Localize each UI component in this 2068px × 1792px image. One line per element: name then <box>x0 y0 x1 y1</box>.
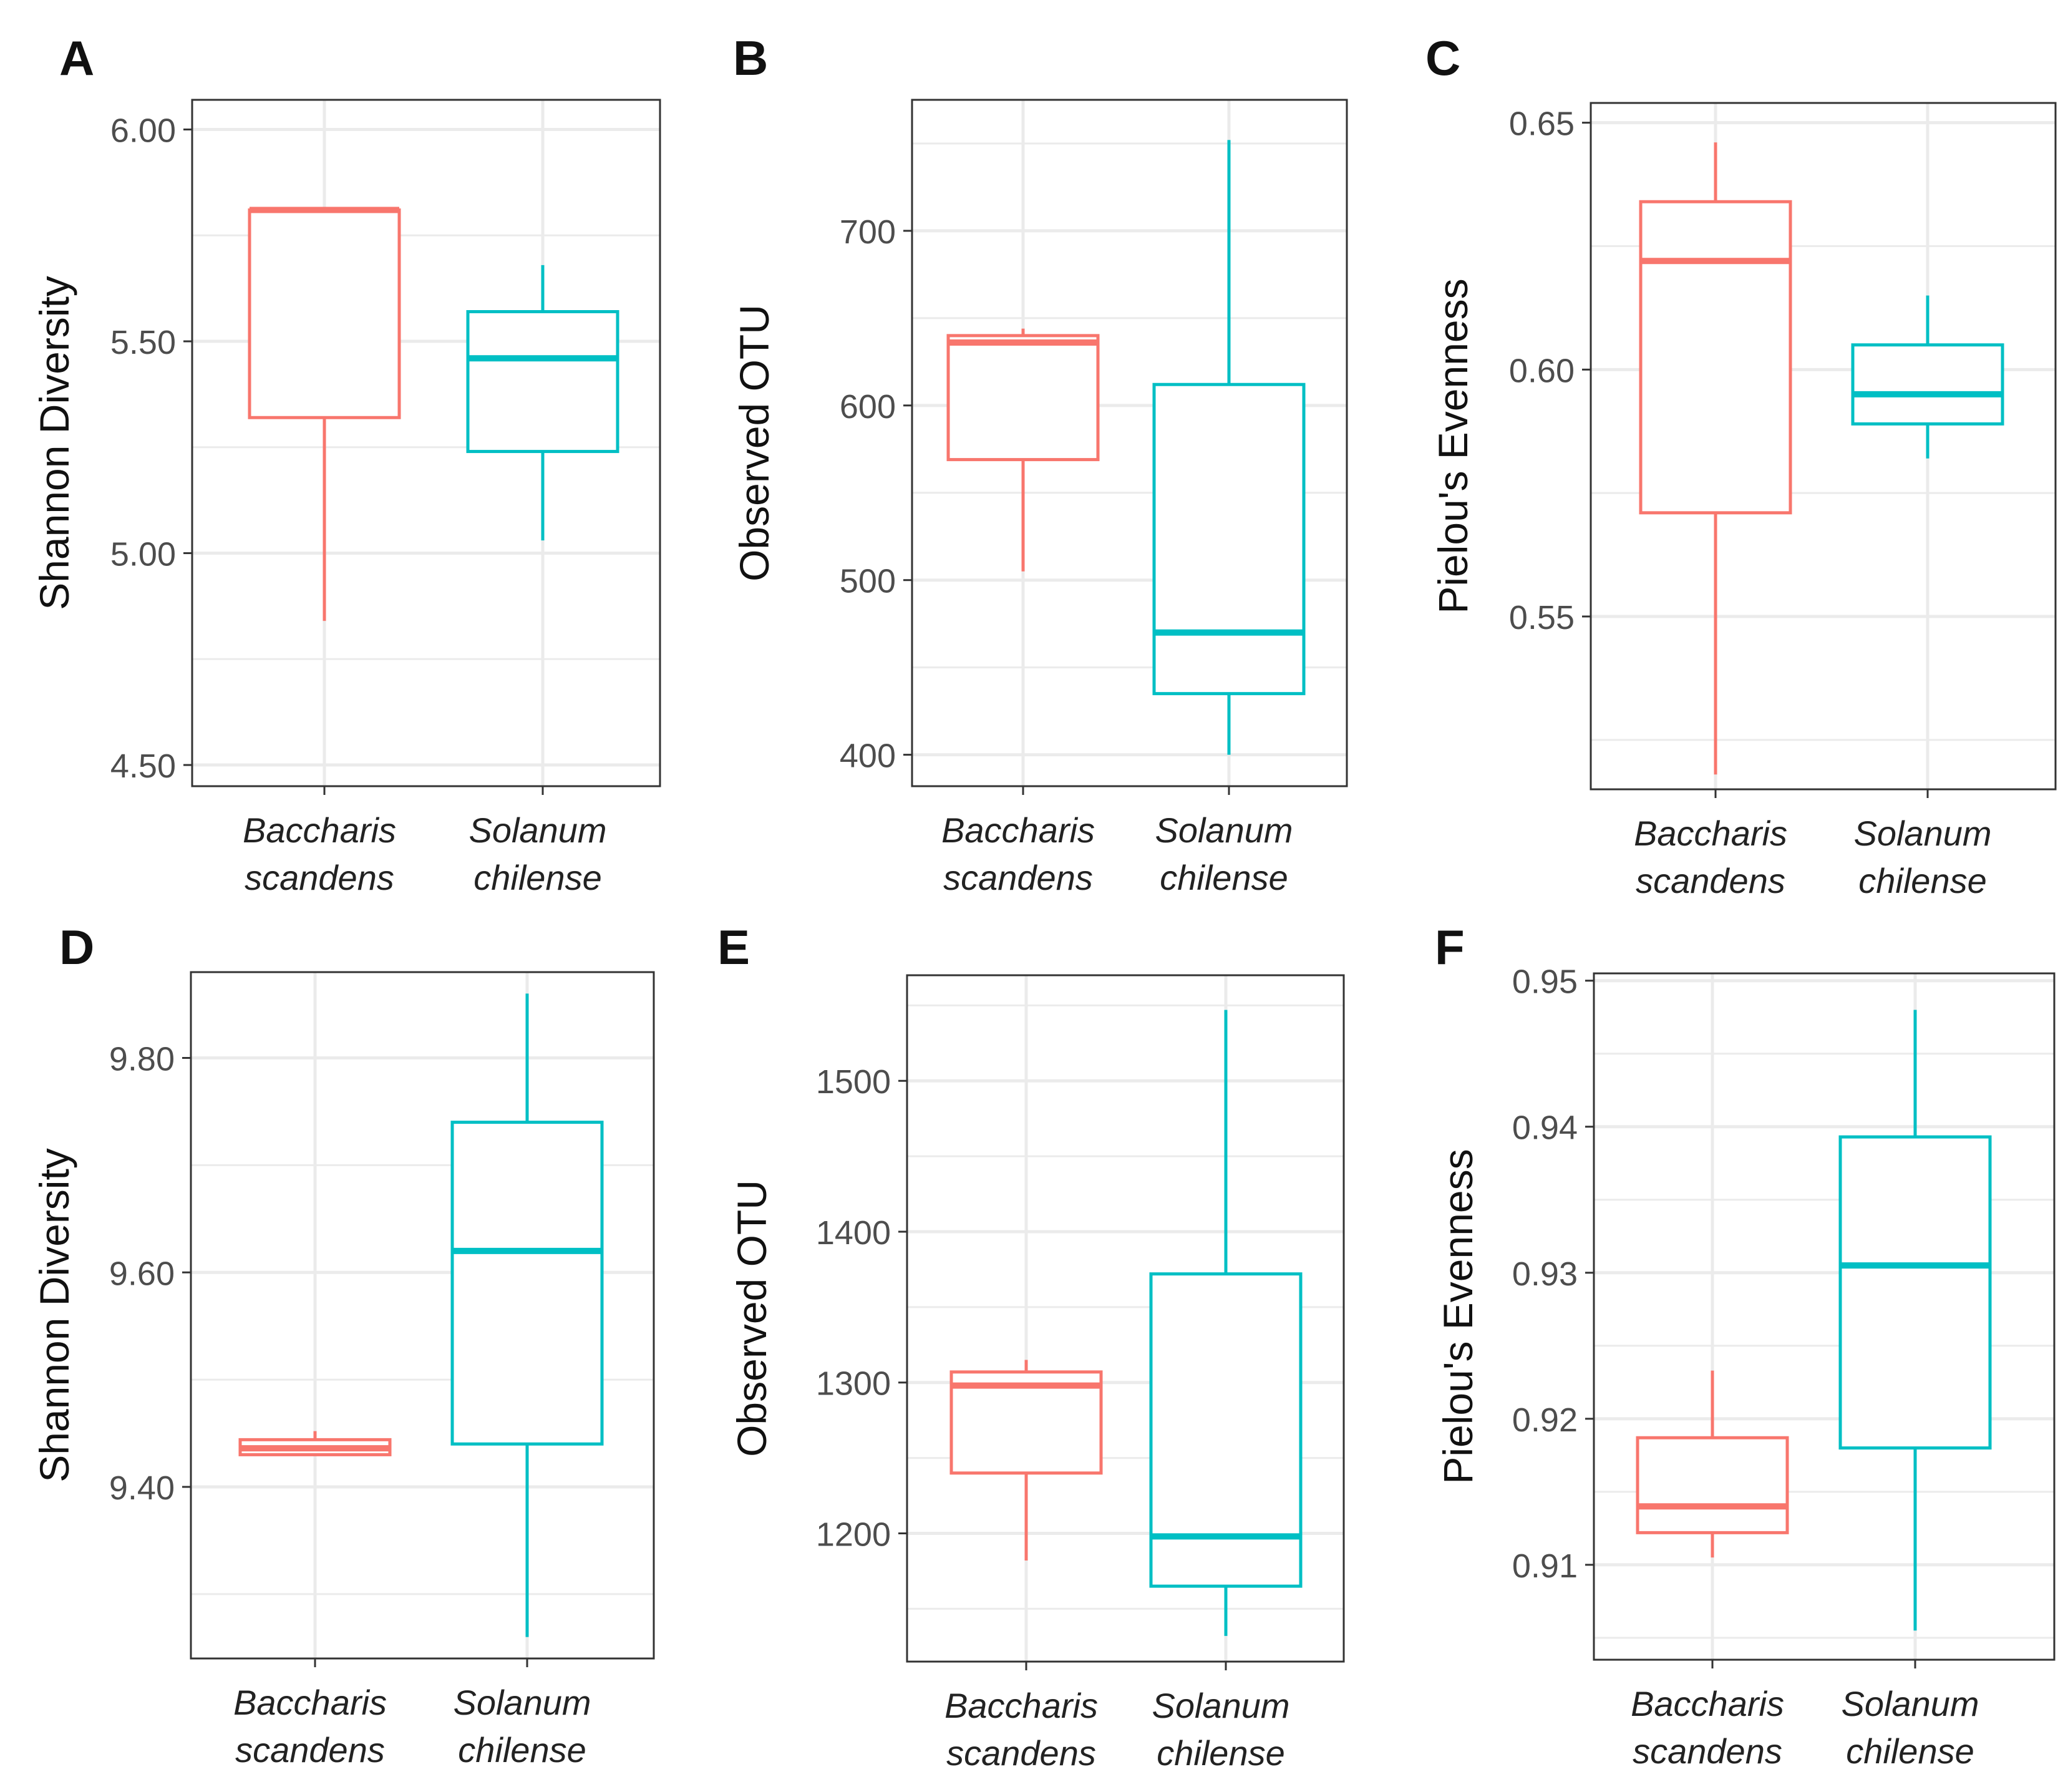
x-tick-label-line1: Solanum <box>1155 811 1293 850</box>
x-tick-label-line1: Baccharis <box>941 811 1095 850</box>
x-tick-label-line1: Solanum <box>1152 1686 1289 1725</box>
y-tick-label: 9.40 <box>109 1469 175 1507</box>
boxplot-solanum <box>1149 1010 1303 1636</box>
x-tick-label-line1: Baccharis <box>1634 814 1787 853</box>
y-tick-label: 1400 <box>816 1214 891 1252</box>
panel-border <box>191 99 661 787</box>
x-tick-label-line2: scandens <box>235 1730 385 1770</box>
x-tick-label-line2: chilense <box>1858 861 1986 900</box>
iqr-box <box>1851 343 2004 426</box>
panel-border <box>190 971 655 1660</box>
iqr-box <box>1838 1135 1992 1450</box>
iqr-box <box>1152 382 1306 696</box>
y-axis-title: Observed OTU <box>729 1180 775 1457</box>
boxplot-solanum <box>1851 295 2004 459</box>
y-tick-label: 0.92 <box>1512 1401 1578 1439</box>
x-tick-label-line2: scandens <box>1633 1731 1782 1771</box>
panel-e: E 1200 1300 1400 1500 Baccharis scandens Solanu… <box>717 920 1345 1773</box>
y-tick-label: 500 <box>840 563 896 600</box>
y-axis-title: Shannon Diversity <box>31 276 77 610</box>
iqr-box <box>248 208 401 419</box>
x-tick-label-line1: Solanum <box>1841 1684 1979 1723</box>
y-tick-label: 9.80 <box>109 1041 175 1078</box>
x-tick-label-line2: scandens <box>1636 861 1785 900</box>
y-tick-label: 5.50 <box>110 324 176 361</box>
y-tick-label: 0.65 <box>1509 105 1575 143</box>
boxplot-solanum <box>1152 140 1306 755</box>
x-tick-label-line1: Solanum <box>1853 814 1991 853</box>
panel-border <box>911 99 1348 787</box>
boxplot-solanum <box>466 265 619 541</box>
y-tick-label: 700 <box>840 213 896 251</box>
x-tick-label-line2: scandens <box>943 858 1093 897</box>
boxplot-baccharis <box>1636 1370 1789 1558</box>
x-tick-label-line1: Solanum <box>453 1683 591 1722</box>
panel-f: F 0.91 0.92 0.93 0.94 0.95 Baccharis scandens So… <box>1435 920 2056 1771</box>
boxplot-baccharis <box>949 1360 1103 1561</box>
y-tick-label: 6.00 <box>110 112 176 150</box>
boxplot-baccharis <box>1639 142 1792 775</box>
x-tick-label-line2: chilense <box>458 1730 586 1770</box>
iqr-box <box>1639 200 1792 515</box>
y-tick-label: 1300 <box>816 1365 891 1403</box>
x-tick-label-line2: scandens <box>946 1733 1096 1773</box>
y-tick-label: 1500 <box>816 1063 891 1101</box>
panel-a: A 4.50 5.00 5.50 6.00 Baccharis scandens Solanu… <box>31 31 661 897</box>
y-tick-label: 5.00 <box>110 536 176 573</box>
y-tick-label: 600 <box>840 388 896 426</box>
y-tick-label: 0.95 <box>1512 963 1578 1001</box>
y-tick-label: 400 <box>840 738 896 775</box>
panel-border <box>1590 102 2057 791</box>
y-tick-label: 9.60 <box>109 1255 175 1292</box>
iqr-box <box>946 334 1100 462</box>
panel-letter: C <box>1425 31 1460 85</box>
panel-letter: F <box>1435 920 1465 975</box>
x-tick-label-line1: Baccharis <box>944 1686 1098 1725</box>
boxplot-baccharis <box>248 207 401 621</box>
x-tick-label-line2: chilense <box>473 858 601 897</box>
x-tick-label-line2: chilense <box>1157 1733 1284 1773</box>
x-tick-label-line2: chilense <box>1846 1731 1974 1771</box>
y-axis-title: Pielou's Evenness <box>1435 1149 1481 1484</box>
x-tick-label-line1: Baccharis <box>243 811 396 850</box>
y-tick-label: 0.55 <box>1509 599 1575 636</box>
y-axis-title: Observed OTU <box>731 304 777 582</box>
iqr-box <box>450 1121 604 1446</box>
y-tick-label: 0.60 <box>1509 352 1575 389</box>
y-axis-title: Pielou's Evenness <box>1430 278 1476 613</box>
y-tick-label: 0.94 <box>1512 1109 1578 1147</box>
panel-letter: B <box>733 31 768 85</box>
panel-c: C 0.55 0.60 0.65 Baccharis scandens Solanum chi… <box>1425 31 2057 900</box>
boxplot-baccharis <box>946 328 1100 572</box>
panel-letter: D <box>59 920 94 975</box>
y-tick-label: 1200 <box>816 1516 891 1554</box>
x-tick-label-line1: Baccharis <box>1631 1684 1784 1723</box>
iqr-box <box>466 310 619 454</box>
iqr-box <box>1636 1436 1789 1534</box>
x-tick-label-line1: Solanum <box>468 811 606 850</box>
x-tick-label-line1: Baccharis <box>233 1683 387 1722</box>
panel-d: D 9.40 9.60 9.80 Baccharis scandens Solanum chi… <box>31 920 655 1770</box>
panel-b: B 400 500 600 700 Baccharis scandens Solanum chi… <box>731 31 1348 897</box>
y-tick-label: 0.93 <box>1512 1255 1578 1293</box>
boxplot-baccharis <box>238 1431 392 1456</box>
panel-border <box>906 974 1345 1663</box>
y-axis-title: Shannon Diversity <box>31 1148 77 1483</box>
panel-letter: E <box>717 920 750 975</box>
boxplot-solanum <box>450 993 604 1637</box>
x-tick-label-line2: chilense <box>1160 858 1288 897</box>
panel-letter: A <box>59 31 94 85</box>
iqr-box <box>949 1370 1103 1475</box>
panel-border <box>1593 972 2056 1661</box>
x-tick-label-line2: scandens <box>245 858 394 897</box>
y-tick-label: 4.50 <box>110 747 176 785</box>
y-tick-label: 0.91 <box>1512 1547 1578 1585</box>
boxplot-solanum <box>1838 1010 1992 1631</box>
